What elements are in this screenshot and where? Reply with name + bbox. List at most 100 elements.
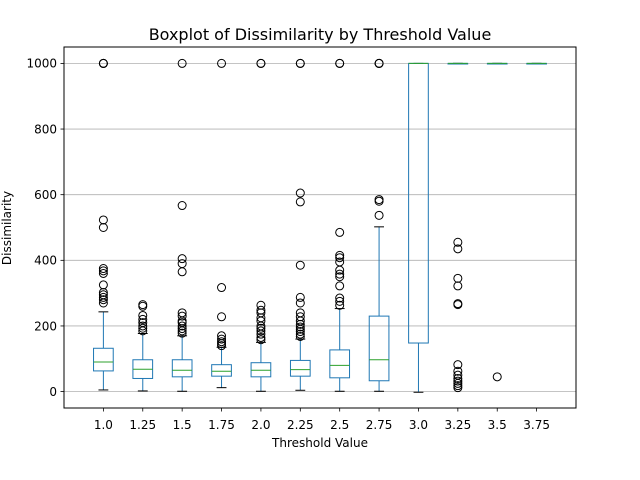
outlier-point <box>453 381 463 391</box>
outlier-point <box>177 328 187 338</box>
box-body <box>171 359 193 378</box>
outlier-point <box>177 308 187 318</box>
box-2.25 <box>289 58 311 391</box>
outlier-point <box>256 305 266 315</box>
x-tick-label: 2.75 <box>366 418 393 432</box>
outlier-point <box>138 321 148 331</box>
box-1.5 <box>171 58 193 392</box>
outlier-point <box>453 373 463 383</box>
outlier-point <box>217 312 227 322</box>
x-axis-label: Threshold Value <box>271 436 368 450</box>
y-tick-label: 800 <box>34 122 57 136</box>
box-3.75 <box>526 62 547 65</box>
outlier-point <box>295 188 305 198</box>
outlier-point <box>453 299 463 309</box>
outlier-point <box>453 273 463 283</box>
outlier-point <box>98 58 108 68</box>
box-3.25 <box>447 62 469 393</box>
x-tick-label: 3.5 <box>488 418 507 432</box>
outlier-point <box>98 264 108 274</box>
outlier-point <box>138 318 148 328</box>
outlier-point <box>138 323 148 333</box>
box-1.25 <box>132 300 154 392</box>
outlier-point <box>256 323 266 333</box>
outlier-point <box>98 266 108 276</box>
x-tick-label: 3.0 <box>409 418 428 432</box>
outlier-point <box>295 329 305 339</box>
outlier-point <box>98 215 108 225</box>
outlier-point <box>335 300 345 310</box>
y-tick-label: 400 <box>34 254 57 268</box>
outlier-point <box>177 58 187 68</box>
outlier-point <box>177 254 187 264</box>
y-tick-label: 200 <box>34 319 57 333</box>
outlier-point <box>335 250 345 260</box>
x-tick-label: 3.25 <box>444 418 471 432</box>
outlier-point <box>335 296 345 306</box>
chart-title: Boxplot of Dissimilarity by Threshold Va… <box>149 25 492 44</box>
outlier-point <box>335 281 345 291</box>
boxes-layer <box>93 58 547 393</box>
outlier-point <box>138 314 148 324</box>
outlier-point <box>295 331 305 341</box>
outlier-point <box>295 322 305 332</box>
outlier-point <box>335 269 345 279</box>
x-tick-label: 1.75 <box>208 418 235 432</box>
box-2.5 <box>329 58 351 392</box>
outlier-point <box>295 327 305 337</box>
y-tick-label: 600 <box>34 188 57 202</box>
outlier-point <box>217 58 227 68</box>
x-tick-label: 2.25 <box>287 418 314 432</box>
outlier-point <box>335 58 345 68</box>
box-2.0 <box>250 58 272 392</box>
box-body <box>368 315 390 382</box>
outlier-point <box>453 237 463 247</box>
x-ticks: 1.0 1.25 1.5 1.75 2.0 2.25 2.5 2.75 3.0 3.25 3.5 3.… <box>94 408 550 432</box>
outlier-point <box>138 300 148 310</box>
outlier-point <box>335 227 345 237</box>
outlier-point <box>177 311 187 321</box>
outlier-point <box>138 310 148 320</box>
outlier-point <box>98 290 108 300</box>
outlier-point <box>374 58 384 68</box>
x-tick-label: 1.0 <box>94 418 113 432</box>
outlier-point <box>374 210 384 220</box>
outlier-point <box>295 58 305 68</box>
x-tick-label: 3.75 <box>523 418 550 432</box>
outlier-point <box>177 321 187 331</box>
box-3.5 <box>486 62 508 382</box>
box-body <box>211 364 232 377</box>
outlier-point <box>98 268 108 278</box>
outlier-point <box>256 335 266 345</box>
outlier-point <box>177 201 187 211</box>
x-tick-label: 2.0 <box>251 418 270 432</box>
outlier-point <box>453 370 463 380</box>
x-tick-label: 1.5 <box>173 418 192 432</box>
y-ticks: 0 200 400 600 800 1000 <box>26 57 64 399</box>
x-tick-label: 1.25 <box>129 418 156 432</box>
box-1.75 <box>211 58 232 389</box>
x-tick-label: 2.5 <box>330 418 349 432</box>
outlier-point <box>217 334 227 344</box>
axes-frame <box>63 46 577 409</box>
outlier-point <box>335 253 345 263</box>
box-2.75 <box>368 58 390 392</box>
outlier-point <box>453 376 463 386</box>
outlier-point <box>335 257 345 267</box>
outlier-point <box>256 332 266 342</box>
y-tick-label: 1000 <box>26 57 57 71</box>
outlier-point <box>453 360 463 370</box>
outlier-point <box>335 272 345 282</box>
outlier-point <box>295 298 305 308</box>
outlier-point <box>98 292 108 302</box>
box-1.0 <box>93 58 114 391</box>
outlier-point <box>374 195 384 205</box>
outlier-point <box>256 300 266 310</box>
outlier-point <box>492 372 502 382</box>
outlier-point <box>217 337 227 347</box>
outlier-point <box>98 295 108 305</box>
box-body <box>329 349 351 379</box>
outlier-point <box>217 283 227 293</box>
